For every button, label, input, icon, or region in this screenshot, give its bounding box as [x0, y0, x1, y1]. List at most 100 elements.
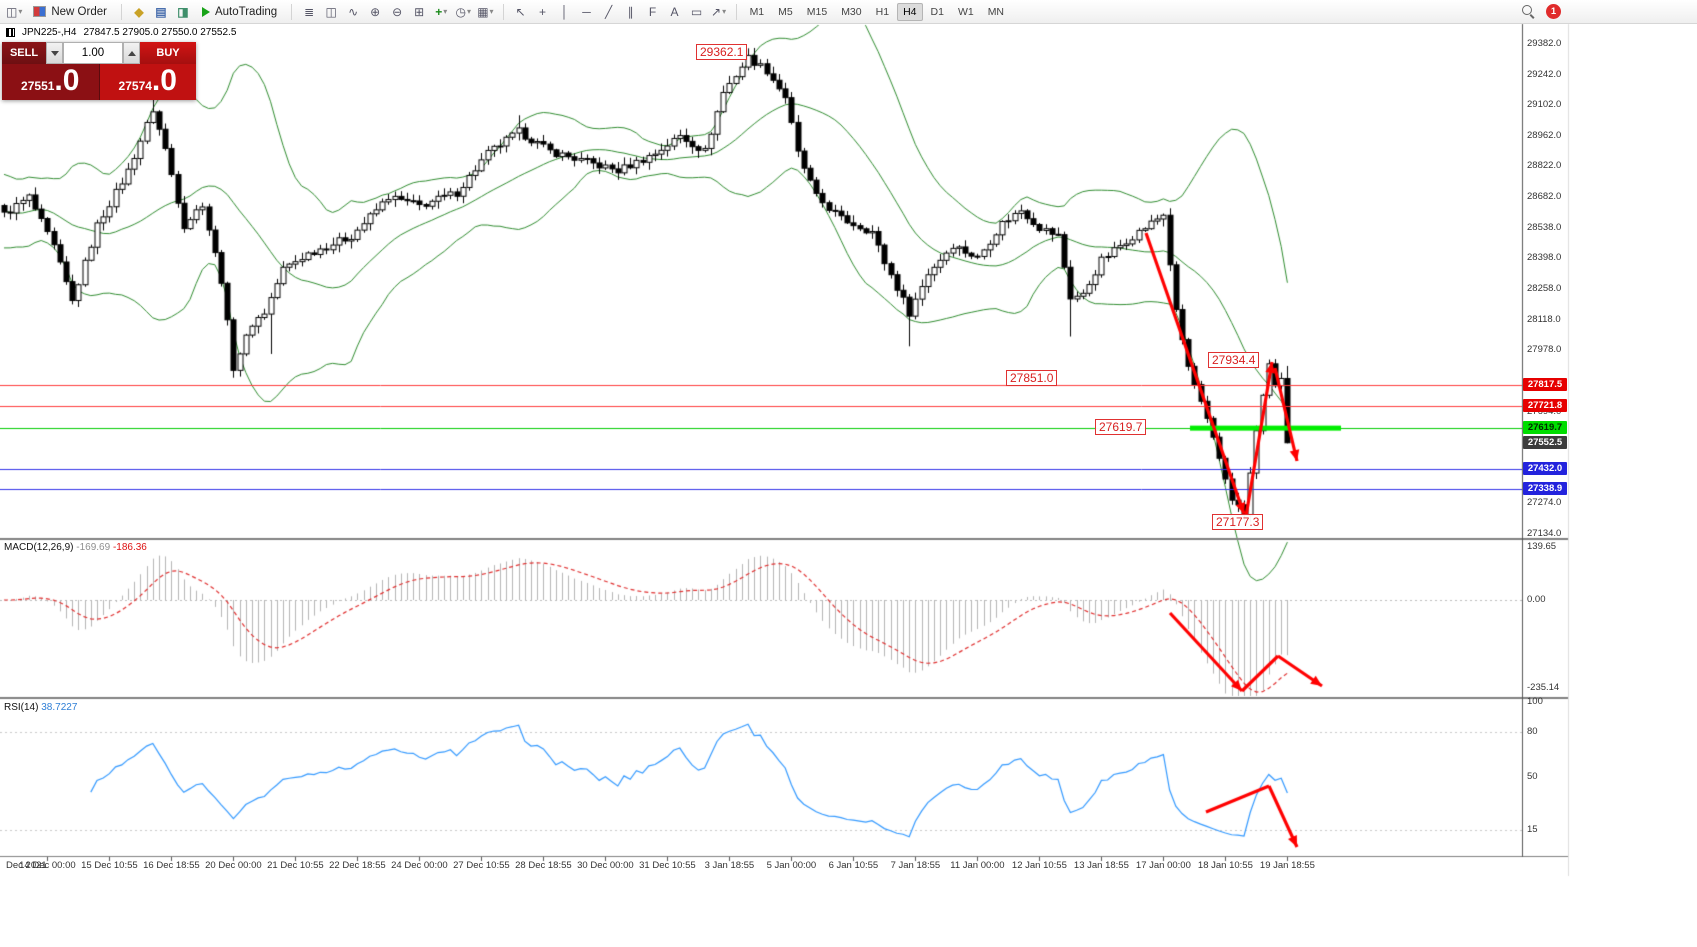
timeframe-h1[interactable]: H1: [875, 5, 890, 18]
periods-button[interactable]: ◷ ▾: [453, 2, 473, 22]
autotrading-play-icon: [201, 6, 210, 17]
cursor-button[interactable]: ↖: [511, 2, 531, 22]
horizontal-line-button[interactable]: ─: [577, 2, 597, 22]
timeframe-m15[interactable]: M15: [806, 5, 828, 18]
notification-badge[interactable]: 1: [1546, 4, 1561, 19]
time-axis-label: 28 Dec 18:55: [515, 860, 572, 871]
triangle-up-icon: [127, 50, 136, 56]
candlestick-chart-icon: ◫: [325, 4, 337, 19]
timeframe-m5[interactable]: M5: [778, 5, 793, 18]
indicators-add-button[interactable]: + ▾: [431, 2, 451, 22]
bar-chart-icon: ≣: [304, 4, 315, 19]
expert-advisors-icon: ◆: [134, 4, 144, 19]
price-tick-label: 29382.0: [1527, 38, 1562, 49]
zoom-out-icon: ⊖: [392, 4, 403, 19]
toolbar-separator: [291, 3, 293, 20]
expert-advisors-button[interactable]: ◆: [129, 2, 149, 22]
text-button[interactable]: A: [665, 2, 685, 22]
bar-chart-button[interactable]: ≣: [299, 2, 319, 22]
search-button[interactable]: [1518, 2, 1538, 22]
time-axis-label: 27 Dec 10:55: [453, 860, 510, 871]
label-button[interactable]: ▭: [687, 2, 707, 22]
sell-price-main: 27551: [21, 79, 55, 93]
main-toolbar: ◫ ▾ New Order ◆ ▤ ◨ AutoTrading ≣ ◫ ∿ ⊕ ⊖ ⊞ + ▾ ◷ ▾…: [0, 0, 1697, 24]
volume-increase-button[interactable]: [123, 42, 140, 64]
chart-info-line: JPN225-,H4 27847.5 27905.0 27550.0 27552…: [6, 27, 236, 38]
time-axis-label: 24 Dec 00:00: [391, 860, 448, 871]
price-badge: 27432.0: [1523, 462, 1567, 476]
timeframe-d1[interactable]: D1: [930, 5, 944, 18]
price-scale[interactable]: 29382.0 29242.0 29102.0 28962.0 28822.0 28682…: [1522, 24, 1568, 857]
price-tick-label: 27274.0: [1527, 497, 1562, 509]
market-button[interactable]: ◨: [173, 2, 193, 22]
chart-tools-group: ≣ ◫ ∿ ⊕ ⊖ ⊞ + ▾ ◷ ▾ ▦ ▾: [299, 2, 495, 22]
time-axis[interactable]: Dec 2021 14 Dec 00:00 15 Dec 10:55 16 Dec 1…: [0, 856, 1522, 878]
price-badge: 27552.5: [1523, 435, 1567, 449]
time-axis-label: 20 Dec 00:00: [205, 860, 262, 871]
toolbar-right-group: 1: [1518, 2, 1561, 22]
horizontal-line-icon: ─: [582, 4, 591, 19]
market-icon: ◨: [177, 4, 189, 19]
time-axis-label: 7 Jan 18:55: [890, 860, 941, 871]
ohlc-values: 27847.5 27905.0 27550.0 27552.5: [83, 27, 237, 38]
new-order-button[interactable]: New Order: [26, 2, 114, 22]
autotrading-button[interactable]: AutoTrading: [195, 2, 284, 22]
buy-price-main: 27574: [118, 79, 152, 93]
volume-decrease-button[interactable]: [46, 42, 63, 64]
object-tools-group: ↖ + │ ─ ╱ ∥ F A ▭ ↗ ▾: [511, 2, 729, 22]
time-axis-label: 30 Dec 00:00: [577, 860, 634, 871]
chevron-down-icon: ▾: [466, 7, 471, 16]
sell-price[interactable]: 27551.0: [2, 64, 100, 100]
rsi-header: RSI(14) 38.7227: [4, 702, 77, 713]
rsi-value: 38.7227: [41, 702, 78, 713]
price-tick-label: 28538.0: [1527, 221, 1562, 233]
arrow-object-button[interactable]: ↗ ▾: [709, 2, 729, 22]
sell-button[interactable]: SELL: [2, 42, 46, 64]
timeframe-m1[interactable]: M1: [749, 5, 765, 18]
fibonacci-button[interactable]: F: [643, 2, 663, 22]
time-axis-label: 12 Jan 10:55: [1011, 860, 1067, 871]
time-axis-label: 19 Jan 18:55: [1259, 860, 1315, 871]
text-icon: A: [670, 4, 679, 19]
new-chart-button[interactable]: ◫ ▾: [4, 2, 24, 22]
time-axis-label: 5 Jan 00:00: [766, 860, 817, 871]
buy-price[interactable]: 27574.0: [99, 64, 196, 100]
periods-icon: ◷: [455, 4, 466, 19]
tools-group: ◆ ▤ ◨: [129, 2, 193, 22]
volume-input[interactable]: 1.00: [63, 42, 123, 64]
candlestick-chart-button[interactable]: ◫: [321, 2, 341, 22]
zoom-in-button[interactable]: ⊕: [365, 2, 385, 22]
new-order-icon: [33, 6, 47, 17]
chevron-down-icon: ▾: [489, 7, 494, 16]
crosshair-button[interactable]: +: [533, 2, 553, 22]
vertical-line-button[interactable]: │: [555, 2, 575, 22]
arrow-object-icon: ↗: [711, 4, 722, 19]
cursor-icon: ↖: [515, 4, 526, 19]
buy-button[interactable]: BUY: [140, 42, 196, 64]
price-tick-label: 28258.0: [1527, 283, 1562, 294]
time-axis-label: 21 Dec 10:55: [267, 860, 324, 871]
symbol-period-label: JPN225-,H4: [22, 27, 77, 38]
time-axis-label: 6 Jan 10:55: [828, 860, 879, 871]
time-axis-label: 3 Jan 18:55: [704, 860, 755, 871]
tile-windows-button[interactable]: ⊞: [409, 2, 429, 22]
scripts-button[interactable]: ▤: [151, 2, 171, 22]
time-axis-label: 13 Jan 18:55: [1073, 860, 1129, 871]
price-tick-label: 27978.0: [1527, 344, 1562, 356]
line-chart-button[interactable]: ∿: [343, 2, 363, 22]
timeframe-mn[interactable]: MN: [987, 5, 1005, 18]
templates-button[interactable]: ▦ ▾: [475, 2, 495, 22]
zoom-out-button[interactable]: ⊖: [387, 2, 407, 22]
search-icon: [1521, 5, 1535, 18]
label-icon: ▭: [690, 4, 703, 19]
timeframe-m30[interactable]: M30: [841, 5, 862, 18]
trendline-button[interactable]: ╱: [599, 2, 619, 22]
timeframe-w1[interactable]: W1: [957, 5, 974, 18]
timeframe-h4[interactable]: H4: [897, 2, 923, 21]
one-click-trading-panel: SELL 1.00 BUY 27551.0 27574.0: [2, 42, 196, 100]
channel-button[interactable]: ∥: [621, 2, 641, 22]
tile-windows-icon: ⊞: [414, 4, 425, 19]
price-tick-label: 28118.0: [1527, 313, 1561, 325]
fibonacci-icon: F: [648, 4, 657, 19]
